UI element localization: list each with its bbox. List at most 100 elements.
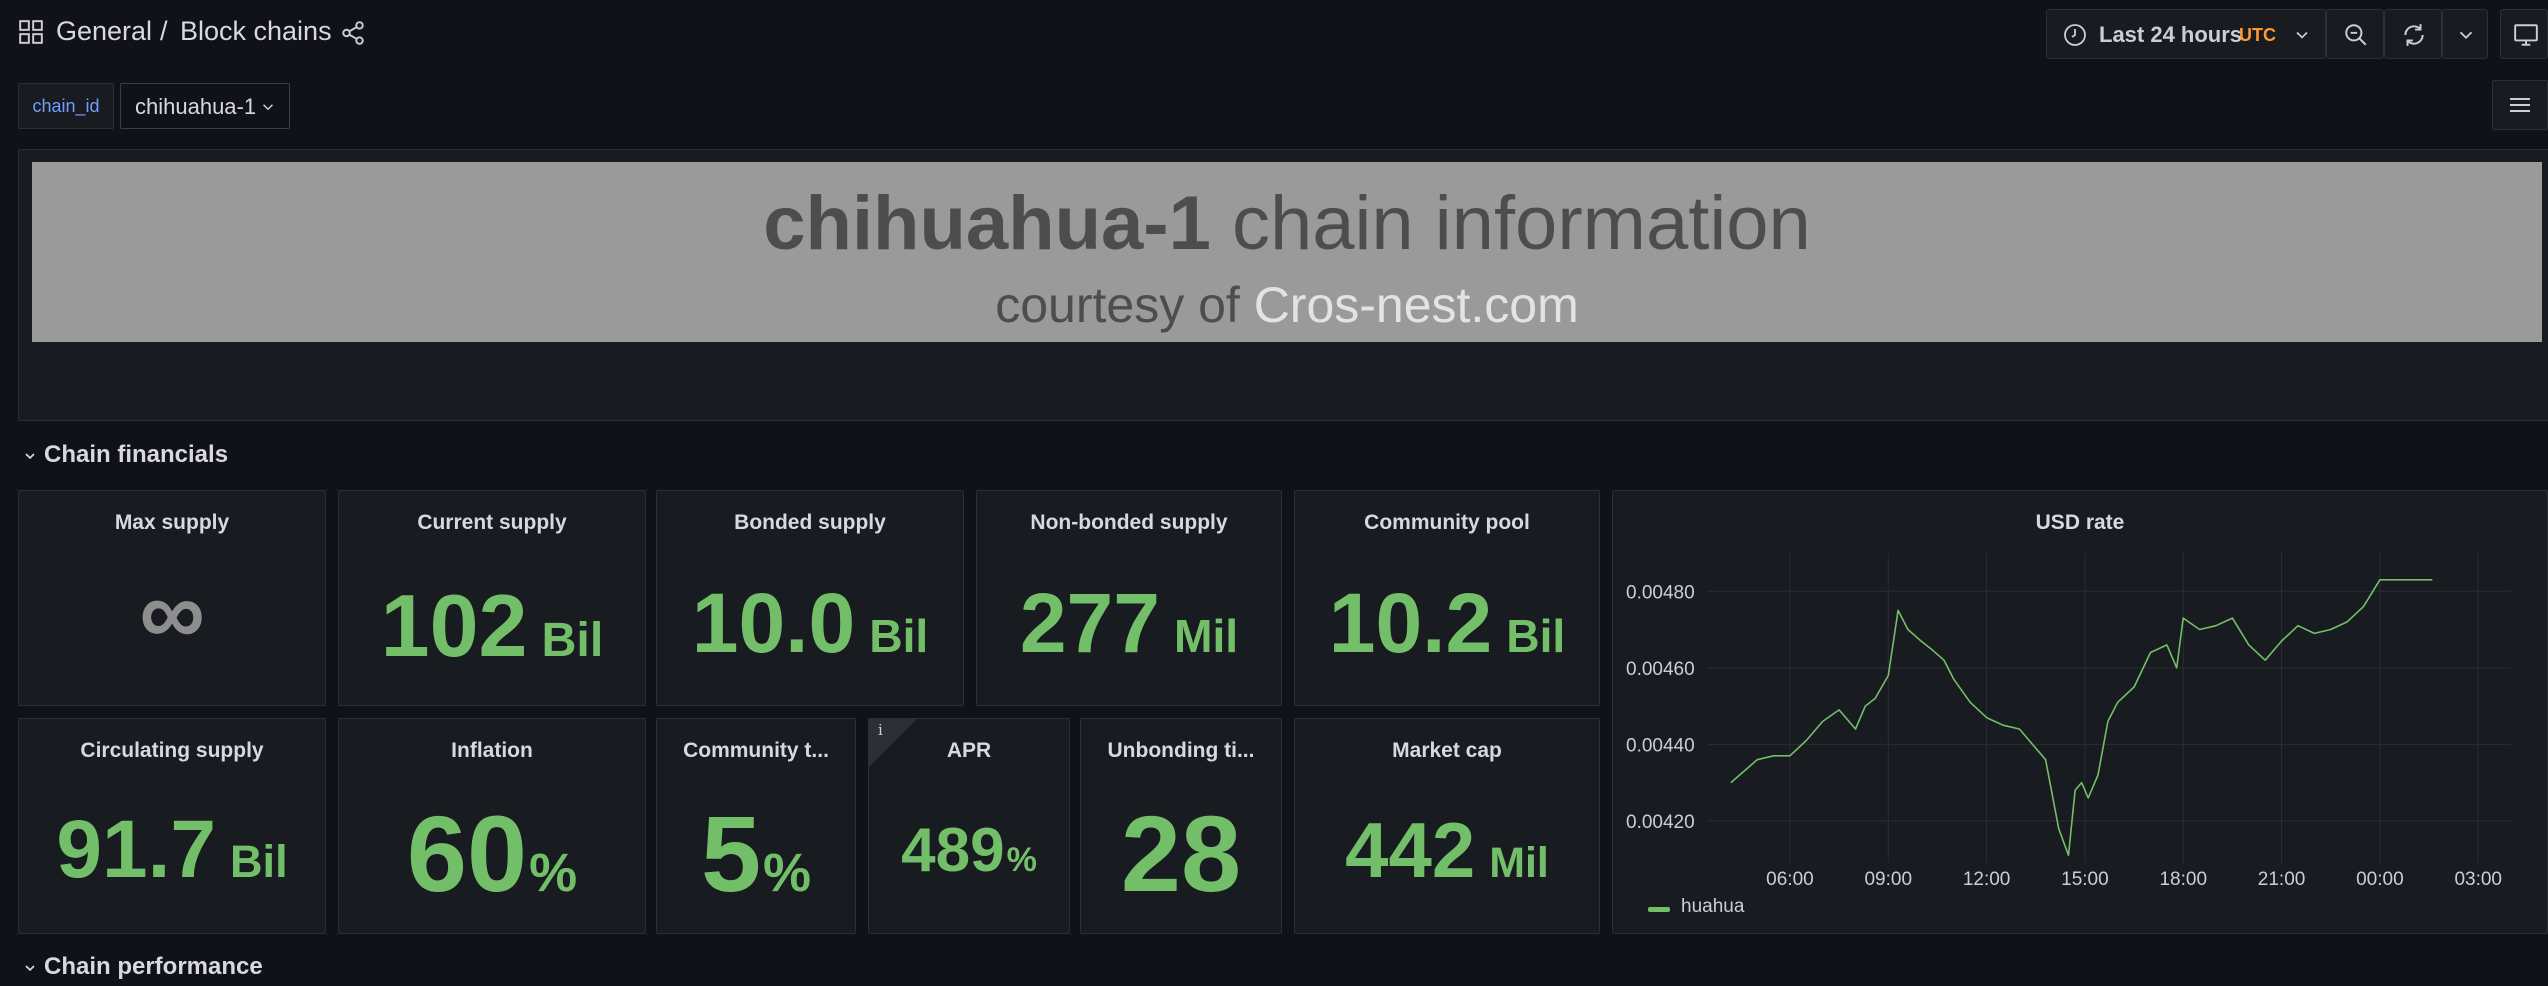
- stat-value: 10.2 Bil: [1295, 575, 1599, 672]
- stat-value: 102 Bil: [339, 575, 645, 677]
- zoom-out-button[interactable]: [2326, 9, 2384, 59]
- row-title-label: Chain performance: [44, 953, 263, 980]
- chevron-down-icon: [2296, 31, 2308, 39]
- stat-unit: %: [529, 843, 578, 903]
- stat-unit: Bil: [1506, 610, 1566, 662]
- series-line-huahua: [1730, 579, 2433, 857]
- stat-value: 28: [1081, 791, 1281, 916]
- panel-current-supply[interactable]: Current supply 102 Bil: [338, 490, 646, 706]
- stat-number: 489: [901, 816, 1005, 885]
- stat-number: 28: [1120, 793, 1242, 914]
- y-tick-label: 0.00480: [1626, 582, 1695, 603]
- banner-title: chihuahua-1 chain information: [32, 180, 2542, 267]
- time-range-picker[interactable]: Last 24 hours UTC: [2046, 9, 2326, 59]
- stat-number: 5: [700, 793, 762, 914]
- panel-title: APR: [946, 739, 992, 762]
- stat-number: 10.0: [691, 576, 856, 670]
- breadcrumb-folder[interactable]: General: [56, 16, 153, 46]
- stat-value: 489%: [869, 815, 1069, 886]
- stat-unit: Bil: [541, 613, 604, 667]
- top-navigation: General / Block chains Last 24 hours UTC: [0, 0, 2548, 68]
- refresh-button[interactable]: [2384, 9, 2442, 59]
- panel-title: Market cap: [1392, 739, 1502, 762]
- hamburger-menu-icon: [2510, 98, 2530, 112]
- stat-value: 91.7 Bil: [19, 803, 325, 897]
- chevron-down-icon: [25, 965, 35, 971]
- chevron-down-icon: [2459, 31, 2473, 40]
- panel-circulating-supply[interactable]: Circulating supply 91.7 Bil: [18, 718, 326, 934]
- x-tick-label: 21:00: [2258, 869, 2306, 890]
- x-tick-label: 12:00: [1963, 869, 2011, 890]
- panel-max-supply[interactable]: Max supply ∞: [18, 490, 326, 706]
- stat-value: 5%: [657, 791, 855, 916]
- chain-info-banner: chihuahua-1 chain information courtesy o…: [32, 162, 2542, 342]
- legend-series-name[interactable]: huahua: [1681, 896, 1745, 917]
- dashboard-menu-button[interactable]: [2492, 80, 2548, 130]
- stat-unit: Bil: [229, 836, 288, 887]
- stat-value: 10.0 Bil: [657, 575, 963, 672]
- panel-title: Max supply: [114, 511, 230, 534]
- panel-title: Current supply: [417, 511, 567, 534]
- stat-unit: %: [1006, 841, 1037, 879]
- x-tick-label: 15:00: [2061, 869, 2109, 890]
- row-chain-financials[interactable]: Chain financials: [22, 441, 228, 469]
- x-tick-label: 03:00: [2454, 869, 2502, 890]
- breadcrumb-dashboard-title: Block chains: [180, 16, 332, 46]
- banner-title-rest: chain information: [1210, 181, 1811, 266]
- panel-title: Bonded supply: [734, 511, 886, 534]
- chain-info-panel: chihuahua-1 chain information courtesy o…: [18, 149, 2548, 421]
- clock-icon: [2064, 24, 2086, 46]
- time-range-label: Last 24 hours: [2099, 22, 2243, 47]
- stat-number: 442: [1345, 806, 1476, 894]
- zoom-out-icon: [2345, 24, 2367, 46]
- stat-value: 60%: [339, 791, 645, 916]
- variable-label-chain-id: chain_id: [18, 83, 114, 129]
- panel-apr[interactable]: i APR 489%: [868, 718, 1070, 934]
- banner-subtitle: courtesy of Cros-nest.com: [32, 276, 2542, 334]
- usd-rate-chart[interactable]: 0.00420 0.00440 0.00460 0.00480 06:00 09:00 12…: [1613, 491, 2548, 934]
- row-chain-performance[interactable]: Chain performance: [22, 953, 263, 981]
- panel-community-tax[interactable]: Community t... 5%: [656, 718, 856, 934]
- x-tick-label: 18:00: [2159, 869, 2207, 890]
- stat-unit: %: [763, 843, 812, 903]
- stat-unit: Mil: [1174, 610, 1239, 662]
- refresh-interval-dropdown[interactable]: [2442, 9, 2488, 59]
- panel-market-cap[interactable]: Market cap 442 Mil: [1294, 718, 1600, 934]
- stat-value: 277 Mil: [977, 575, 1281, 672]
- banner-chain-name: chihuahua-1: [763, 181, 1211, 266]
- info-icon[interactable]: i: [878, 721, 883, 739]
- panel-title: Community pool: [1364, 511, 1530, 534]
- stat-number: 277: [1019, 576, 1160, 670]
- timezone-badge: UTC: [2239, 25, 2276, 45]
- stat-unit: Bil: [869, 610, 929, 662]
- panel-unbonding-time[interactable]: Unbonding ti... 28: [1080, 718, 1282, 934]
- panel-bonded-supply[interactable]: Bonded supply 10.0 Bil: [656, 490, 964, 706]
- stat-unit: Mil: [1489, 839, 1549, 887]
- y-tick-label: 0.00440: [1626, 735, 1695, 756]
- y-tick-label: 0.00420: [1626, 812, 1695, 833]
- panel-non-bonded-supply[interactable]: Non-bonded supply 277 Mil: [976, 490, 1282, 706]
- cros-nest-link[interactable]: Cros-nest.com: [1253, 277, 1579, 333]
- y-tick-label: 0.00460: [1626, 659, 1695, 680]
- stat-number: 60: [406, 793, 528, 914]
- x-tick-label: 06:00: [1766, 869, 1814, 890]
- stat-value: 442 Mil: [1295, 805, 1599, 896]
- stat-number: 10.2: [1328, 576, 1493, 670]
- row-title-label: Chain financials: [44, 441, 229, 468]
- apps-grid-icon[interactable]: [18, 19, 44, 45]
- share-icon[interactable]: [340, 20, 366, 46]
- chain-id-selected-value: chihuahua-1: [135, 94, 257, 119]
- info-corner[interactable]: [869, 719, 917, 767]
- panel-inflation[interactable]: Inflation 60%: [338, 718, 646, 934]
- panel-community-pool[interactable]: Community pool 10.2 Bil: [1294, 490, 1600, 706]
- tv-mode-button[interactable]: [2500, 9, 2548, 59]
- chain-id-select[interactable]: chihuahua-1: [120, 83, 290, 129]
- x-tick-label: 00:00: [2356, 869, 2404, 890]
- panel-title: Inflation: [451, 739, 533, 762]
- stat-number: 102: [380, 576, 528, 675]
- chevron-down-icon: [262, 104, 274, 111]
- x-tick-label: 09:00: [1864, 869, 1912, 890]
- refresh-icon: [2404, 24, 2424, 46]
- panel-usd-rate[interactable]: USD rate 0.00420 0.00440 0.00460 0.00480 06:…: [1612, 490, 2548, 934]
- panel-title: Circulating supply: [80, 739, 264, 762]
